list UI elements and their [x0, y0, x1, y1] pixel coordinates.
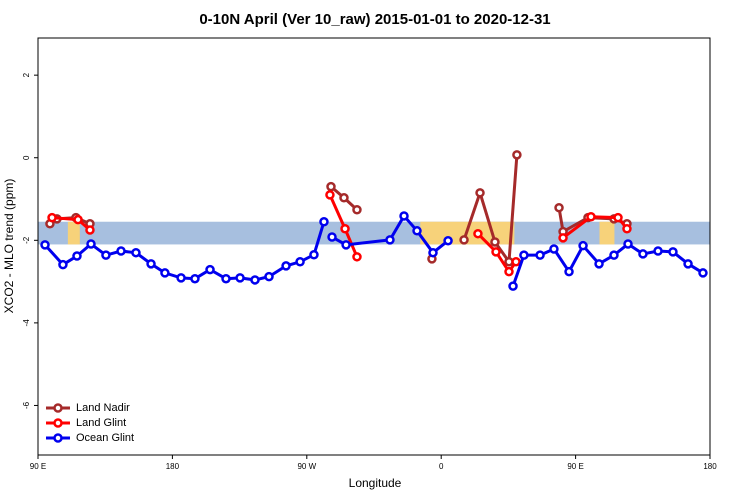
x-axis-label: Longitude	[349, 476, 402, 490]
series-point	[72, 251, 82, 261]
series-point	[58, 259, 68, 270]
chart-title: 0-10N April (Ver 10_raw) 2015-01-01 to 2…	[199, 11, 550, 28]
series-point	[47, 212, 57, 223]
series-point	[512, 150, 522, 160]
series-point	[508, 281, 518, 291]
series-point	[190, 273, 200, 284]
series-point	[622, 223, 632, 234]
series-point	[341, 240, 351, 250]
series-point	[549, 244, 559, 254]
series-point	[131, 247, 141, 258]
y-tick-label: 0	[22, 155, 31, 160]
series-point	[638, 249, 648, 259]
series-point	[475, 188, 485, 198]
series-point	[281, 261, 291, 271]
series-point	[352, 205, 362, 215]
x-tick-label: 90 E	[567, 462, 583, 471]
series-point	[176, 273, 186, 283]
series-point	[578, 240, 588, 251]
series-point	[385, 235, 395, 245]
series-point	[235, 273, 245, 283]
series-point	[339, 193, 349, 203]
legend-label: Land Glint	[76, 417, 126, 429]
series-point	[586, 212, 596, 222]
series-point	[653, 246, 663, 256]
ocean-band	[38, 221, 710, 245]
series-point	[319, 216, 329, 227]
series-point	[85, 225, 95, 235]
series-point	[340, 223, 350, 234]
series-point	[399, 211, 409, 221]
land-patch	[67, 221, 80, 245]
series-point	[623, 239, 633, 249]
series-point	[73, 214, 83, 225]
legend-marker	[53, 403, 63, 413]
y-tick-label: -4	[22, 319, 31, 327]
series-point	[295, 257, 305, 267]
series-point	[309, 250, 319, 260]
series-point	[554, 202, 564, 213]
series-point	[511, 257, 521, 267]
series-point	[443, 235, 453, 246]
plot-frame	[37, 37, 711, 456]
series-point	[352, 252, 362, 262]
series-point	[668, 247, 678, 257]
series-point	[327, 232, 337, 242]
x-tick-label: 90 E	[30, 462, 46, 471]
series-point	[564, 266, 574, 277]
series-line	[49, 154, 628, 267]
series-point	[160, 268, 170, 278]
x-tick-label: 180	[166, 462, 180, 471]
legend-label: Ocean Glint	[76, 432, 134, 444]
series-point	[613, 212, 623, 223]
series-point	[683, 259, 693, 269]
x-tick-label: 180	[703, 462, 717, 471]
series-point	[146, 259, 156, 269]
series-point	[698, 268, 708, 278]
series-point	[609, 250, 619, 260]
series-point	[473, 228, 483, 239]
y-tick-label: 2	[22, 72, 31, 77]
series-point	[116, 246, 126, 256]
series-point	[101, 250, 111, 260]
x-tick-label: 90 W	[297, 462, 316, 471]
series-point	[205, 264, 215, 275]
series-point	[504, 266, 514, 277]
series-point	[250, 275, 260, 285]
series-point	[40, 240, 50, 250]
legend-label: Land Nadir	[76, 402, 130, 414]
legend-marker	[53, 433, 63, 443]
series-point	[535, 250, 545, 260]
series-point	[490, 237, 500, 247]
series-point	[491, 247, 501, 257]
series-point	[428, 247, 438, 258]
legend-marker	[53, 418, 63, 428]
land-patch	[599, 221, 615, 245]
series-point	[412, 226, 422, 236]
series-point	[264, 271, 274, 282]
series-point	[221, 273, 231, 284]
series-point	[459, 235, 469, 245]
y-axis-label: XCO2 - MLO trend (ppm)	[2, 179, 16, 314]
series-point	[325, 190, 335, 200]
series-point	[326, 181, 336, 192]
y-tick-label: -6	[22, 401, 31, 409]
series-point	[519, 250, 529, 260]
y-tick-label: -2	[22, 236, 31, 244]
series-point	[594, 259, 604, 269]
series-point	[86, 239, 96, 249]
x-tick-label: 0	[439, 462, 444, 471]
series-point	[558, 233, 568, 243]
